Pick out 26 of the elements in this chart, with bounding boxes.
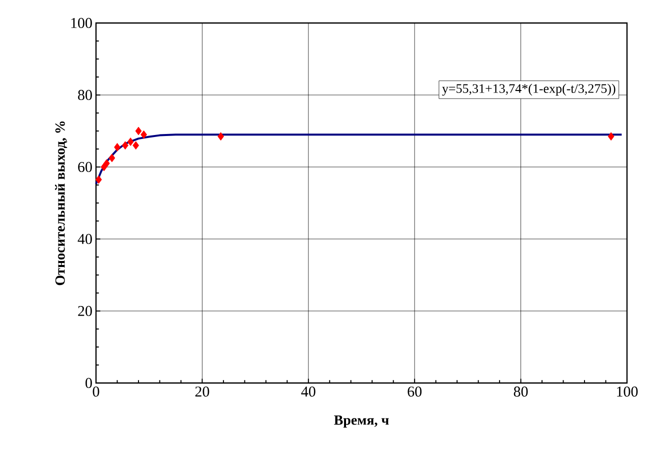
y-tick-label: 0 <box>86 378 92 388</box>
x-tick-label: 0 <box>92 386 100 397</box>
y-tick-label: 20 <box>78 306 92 316</box>
y-axis-title: Относительный выход, % <box>55 121 68 286</box>
y-tick-label: 80 <box>78 90 92 100</box>
point <box>140 130 147 139</box>
point <box>135 126 142 136</box>
x-axis-title: Время, ч <box>334 416 389 428</box>
point <box>114 142 120 152</box>
point <box>103 159 110 168</box>
x-tick-label: 100 <box>617 386 638 397</box>
x-tick-label: 80 <box>514 386 528 397</box>
annotation: y=55,31+13,74*(1-exp(-t/3,275)) <box>442 84 616 96</box>
x-tick-label: 20 <box>195 386 210 397</box>
y-tick-label: 40 <box>78 234 92 244</box>
point <box>122 141 128 150</box>
y-tick-label: 60 <box>78 162 92 172</box>
point <box>218 132 224 141</box>
point <box>132 141 140 150</box>
point <box>608 132 614 141</box>
point <box>108 154 116 162</box>
y-tick-label: 100 <box>71 18 92 28</box>
x-tick-label: 40 <box>301 386 316 397</box>
point <box>95 175 102 184</box>
x-tick-label: 60 <box>408 386 422 397</box>
point <box>127 138 134 146</box>
